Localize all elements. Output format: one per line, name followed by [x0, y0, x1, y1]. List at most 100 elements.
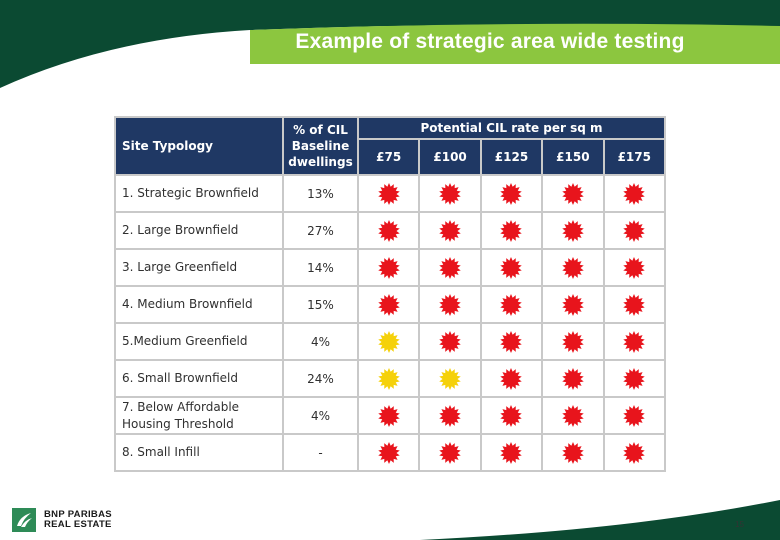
- red-star-icon: [439, 404, 461, 427]
- rate-cell: [479, 322, 544, 361]
- rate-cell: [541, 285, 605, 324]
- header-light-green-band: [250, 23, 780, 64]
- red-star-icon: [623, 330, 646, 353]
- rate-cell: [602, 359, 667, 398]
- red-star-icon: [500, 441, 523, 464]
- rate-cell: [479, 359, 544, 398]
- rate-cell: [479, 211, 544, 250]
- cil-baseline-pct-cell: 15%: [282, 285, 359, 324]
- rate-cell: [602, 285, 667, 324]
- table-row: 3. Large Greenfield 14%: [114, 248, 667, 287]
- rate-cell: [541, 174, 605, 213]
- cil-testing-table-container: Site Typology % of CIL Baseline dwelling…: [114, 116, 667, 472]
- rate-cell: [418, 285, 482, 324]
- red-star-icon: [439, 182, 461, 205]
- red-star-icon: [562, 441, 584, 464]
- table-row: 4. Medium Brownfield 15%: [114, 285, 667, 324]
- red-star-icon: [439, 219, 461, 242]
- cil-baseline-pct-cell: 24%: [282, 359, 359, 398]
- rate-cell: [356, 359, 421, 398]
- red-star-icon: [623, 404, 646, 427]
- rate-cell: [541, 248, 605, 287]
- rate-cell: [356, 211, 421, 250]
- rate-cell: [418, 433, 482, 472]
- slide-title: Example of strategic area wide testing: [295, 30, 685, 53]
- table-row: 5.Medium Greenfield 4%: [114, 322, 667, 361]
- red-star-icon: [377, 293, 400, 316]
- rate-cell: [479, 433, 544, 472]
- red-star-icon: [500, 219, 523, 242]
- footer-swoosh: [420, 500, 780, 540]
- site-typology-cell: 2. Large Brownfield: [114, 211, 284, 250]
- rate-cell: [602, 433, 667, 472]
- header-rate-75: £75: [356, 138, 421, 176]
- table-row: 1. Strategic Brownfield 13%: [114, 174, 667, 213]
- table-row: 8. Small Infill -: [114, 433, 667, 472]
- rate-cell: [602, 322, 667, 361]
- red-star-icon: [500, 182, 523, 205]
- rate-cell: [541, 433, 605, 472]
- rate-cell: [602, 211, 667, 250]
- red-star-icon: [500, 404, 523, 427]
- site-typology-cell: 8. Small Infill: [114, 433, 284, 472]
- red-star-icon: [500, 256, 523, 279]
- rate-cell: [356, 285, 421, 324]
- red-star-icon: [439, 256, 461, 279]
- rate-cell: [418, 359, 482, 398]
- site-typology-cell: 1. Strategic Brownfield: [114, 174, 284, 213]
- header-banner: [0, 0, 780, 88]
- table-body: 1. Strategic Brownfield 13% 2. Large Brown…: [114, 174, 667, 472]
- table-row: 2. Large Brownfield 27%: [114, 211, 667, 250]
- cil-baseline-pct-cell: 27%: [282, 211, 359, 250]
- cil-baseline-pct-cell: 4%: [282, 396, 359, 435]
- rate-cell: [602, 174, 667, 213]
- red-star-icon: [500, 330, 523, 353]
- bnp-logo-mark-icon: [12, 508, 36, 532]
- red-star-icon: [377, 182, 400, 205]
- red-star-icon: [562, 219, 584, 242]
- rate-cell: [356, 174, 421, 213]
- rate-cell: [479, 285, 544, 324]
- cil-testing-table: Site Typology % of CIL Baseline dwelling…: [114, 116, 667, 472]
- table-row: 7. Below Affordable Housing Threshold 4%: [114, 396, 667, 435]
- red-star-icon: [623, 182, 646, 205]
- page-number: 15: [735, 520, 744, 529]
- rate-cell: [418, 211, 482, 250]
- header-cil-baseline-pct: % of CIL Baseline dwellings: [282, 116, 359, 176]
- logo-line-1: BNP PARIBAS: [44, 508, 112, 520]
- red-star-icon: [562, 330, 584, 353]
- rate-cell: [541, 359, 605, 398]
- header-dark-green-swoosh: [0, 0, 780, 88]
- logo-text: BNP PARIBAS REAL ESTATE: [44, 508, 112, 531]
- red-star-icon: [500, 293, 523, 316]
- bnp-paribas-logo: BNP PARIBAS REAL ESTATE: [12, 508, 112, 532]
- rate-cell: [356, 248, 421, 287]
- cil-baseline-pct-cell: 14%: [282, 248, 359, 287]
- rate-cell: [356, 322, 421, 361]
- red-star-icon: [623, 441, 646, 464]
- red-star-icon: [562, 256, 584, 279]
- site-typology-cell: 5.Medium Greenfield: [114, 322, 284, 361]
- header-rate-100: £100: [418, 138, 482, 176]
- red-star-icon: [623, 219, 646, 242]
- header-rate-125: £125: [479, 138, 544, 176]
- yellow-star-icon: [377, 367, 400, 390]
- rate-cell: [602, 396, 667, 435]
- red-star-icon: [377, 256, 400, 279]
- red-star-icon: [439, 330, 461, 353]
- table-row: 6. Small Brownfield 24%: [114, 359, 667, 398]
- cil-baseline-pct-cell: -: [282, 433, 359, 472]
- header-site-typology: Site Typology: [114, 116, 284, 176]
- red-star-icon: [562, 293, 584, 316]
- red-star-icon: [439, 441, 461, 464]
- header-rate-150: £150: [541, 138, 605, 176]
- rate-cell: [418, 396, 482, 435]
- red-star-icon: [623, 367, 646, 390]
- site-typology-cell: 4. Medium Brownfield: [114, 285, 284, 324]
- yellow-star-icon: [377, 330, 400, 353]
- logo-line-2: REAL ESTATE: [44, 519, 112, 530]
- site-typology-cell: 3. Large Greenfield: [114, 248, 284, 287]
- red-star-icon: [562, 182, 584, 205]
- rate-cell: [602, 248, 667, 287]
- cil-baseline-pct-cell: 13%: [282, 174, 359, 213]
